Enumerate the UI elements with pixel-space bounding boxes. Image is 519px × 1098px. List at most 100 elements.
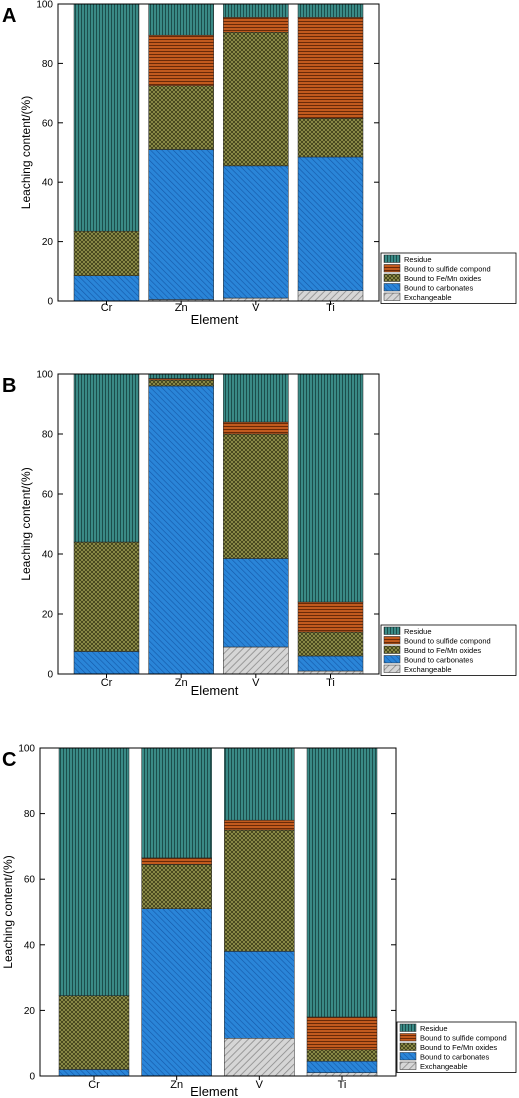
- bar-segment-ti-1: [297, 655, 364, 672]
- legend-box: [380, 624, 517, 676]
- legend-swatch: [383, 626, 401, 635]
- y-axis-label: Leaching content/(%): [19, 467, 33, 580]
- x-tick-label: Cr: [101, 677, 113, 689]
- x-tick-label: V: [256, 1079, 264, 1091]
- bar-segment-v-2: [223, 31, 289, 167]
- bar-segment-v-2: [223, 433, 289, 559]
- legend-entry-label: Exchangeable: [420, 1062, 468, 1071]
- legend-entry-label: Residue: [404, 255, 432, 264]
- legend-box: [380, 252, 517, 304]
- bar-segment-zn-3: [141, 857, 212, 865]
- x-axis-label: Element: [191, 312, 239, 327]
- bar-segment-ti-1: [297, 156, 364, 291]
- y-tick-label: 20: [42, 610, 54, 621]
- bar-segment-cr-4: [73, 3, 140, 232]
- legend-swatch: [399, 1052, 417, 1061]
- legend-swatch: [383, 264, 401, 273]
- legend-entry-label: Residue: [420, 1024, 448, 1033]
- y-tick-label: 100: [18, 744, 35, 755]
- legend-entry-label: Bound to sulfide compond: [404, 637, 491, 646]
- legend-swatch: [399, 1042, 417, 1051]
- legend-swatch: [383, 655, 401, 664]
- x-tick-label: Cr: [88, 1079, 100, 1091]
- bar-segment-v-2: [224, 829, 295, 952]
- bar-segment-ti-4: [297, 373, 364, 603]
- bar-segment-zn-2: [148, 379, 214, 387]
- bars: [58, 747, 378, 1077]
- bar-segment-ti-3: [297, 601, 364, 633]
- bar-segment-cr-1: [73, 275, 140, 302]
- x-tick-label: V: [252, 677, 260, 689]
- y-axis-label: Leaching content/(%): [19, 96, 33, 209]
- bar-segment-v-1: [224, 951, 295, 1039]
- x-axis-label: Element: [190, 1084, 238, 1098]
- bar-segment-ti-4: [306, 747, 378, 1018]
- bar-segment-ti-2: [297, 631, 364, 657]
- bar-segment-ti-3: [306, 1016, 378, 1051]
- legend-swatch: [399, 1061, 417, 1070]
- y-tick-label: 20: [24, 1006, 36, 1017]
- x-tick-label: Zn: [175, 677, 188, 689]
- bar-segment-v-1: [223, 165, 289, 299]
- bar-segment-zn-1: [141, 908, 212, 1077]
- bar-segment-ti-0: [297, 290, 364, 302]
- y-tick-label: 100: [36, 0, 53, 11]
- bar-segment-ti-1: [306, 1060, 378, 1073]
- panel-label: A: [2, 5, 16, 27]
- plot-frame: [39, 747, 397, 1077]
- y-tick-label: 40: [42, 550, 54, 561]
- bar-segment-zn-4: [148, 373, 214, 379]
- y-tick-label: 20: [42, 237, 54, 248]
- bar-segment-cr-2: [73, 541, 140, 652]
- bar-segment-cr-2: [58, 995, 130, 1070]
- plot-frame: [57, 373, 380, 675]
- bar-segment-cr-4: [58, 747, 130, 996]
- legend-swatch: [383, 283, 401, 292]
- panel-label: C: [2, 749, 16, 771]
- bar-segment-v-3: [223, 17, 289, 33]
- legend-entry-label: Residue: [404, 627, 432, 636]
- legend-swatch: [399, 1033, 417, 1042]
- bar-segment-v-4: [224, 747, 295, 821]
- x-tick-label: Zn: [175, 302, 188, 314]
- y-tick-label: 0: [47, 670, 53, 681]
- bar-segment-v-4: [223, 3, 289, 18]
- bar-segment-zn-4: [148, 3, 214, 36]
- bar-segment-ti-2: [297, 118, 364, 158]
- legend-entry-label: Bound to carbonates: [404, 656, 473, 665]
- chart-panel-b: B Cr Zn V Ti 0 20 40 60 80 100 Leaching content/(%)…: [2, 370, 517, 698]
- x-tick-label: Ti: [338, 1079, 347, 1091]
- bar-segment-ti-3: [297, 17, 364, 119]
- legend-swatch: [383, 664, 401, 673]
- x-tick-label: Ti: [326, 677, 335, 689]
- legend-swatch: [383, 292, 401, 301]
- bar-segment-cr-2: [73, 230, 140, 277]
- x-tick-label: V: [252, 302, 260, 314]
- bar-segment-v-0: [224, 1038, 295, 1077]
- legend-entry-label: Bound to carbonates: [420, 1053, 489, 1062]
- y-tick-label: 60: [42, 490, 54, 501]
- bar-segment-cr-4: [73, 373, 140, 543]
- legend-swatch: [383, 636, 401, 645]
- legend-swatch: [383, 254, 401, 263]
- y-tick-label: 100: [36, 370, 53, 381]
- panel-label: B: [2, 375, 16, 397]
- legend-entry-label: Bound to sulfide compond: [404, 265, 491, 274]
- bar-segment-ti-4: [297, 3, 364, 18]
- legend-entry-label: Exchangeable: [404, 665, 452, 674]
- legend-box: [396, 1021, 517, 1073]
- legend-entry-label: Bound to Fe/Mn oxides: [404, 274, 481, 283]
- y-tick-label: 60: [24, 875, 36, 886]
- legend-swatch: [383, 645, 401, 654]
- y-tick-label: 0: [47, 297, 53, 308]
- bar-segment-v-4: [223, 373, 289, 423]
- legend-entry-label: Bound to Fe/Mn oxides: [404, 646, 481, 655]
- bar-segment-zn-3: [148, 34, 214, 86]
- x-tick-label: Zn: [170, 1079, 183, 1091]
- bar-segment-v-0: [223, 646, 289, 675]
- y-tick-label: 60: [42, 118, 54, 129]
- legend-entry-label: Bound to Fe/Mn oxides: [420, 1043, 497, 1052]
- y-tick-label: 80: [24, 809, 36, 820]
